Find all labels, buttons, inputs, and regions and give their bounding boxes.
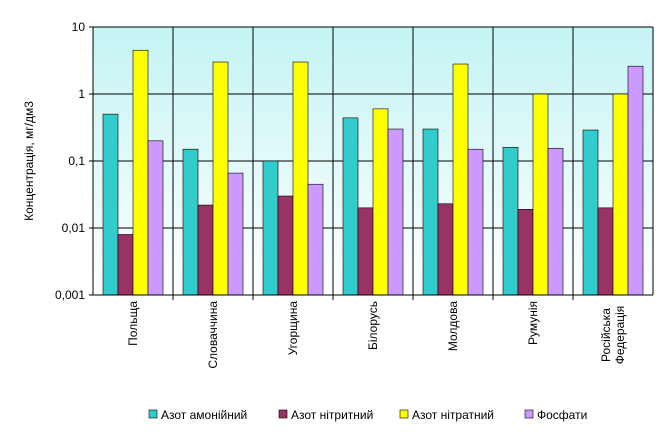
bar bbox=[227, 172, 244, 296]
bar bbox=[422, 128, 439, 296]
bar bbox=[277, 195, 294, 296]
bar bbox=[132, 49, 149, 296]
bar bbox=[102, 113, 119, 296]
bar bbox=[342, 117, 359, 296]
legend-label: Азот нітратний bbox=[412, 408, 494, 422]
bar bbox=[372, 108, 389, 296]
bar bbox=[357, 207, 374, 296]
bar bbox=[532, 93, 549, 296]
x-tick-label: РосійськаФедерація bbox=[599, 306, 627, 365]
bar bbox=[182, 148, 199, 296]
bar bbox=[117, 234, 134, 296]
y-axis-label: Концентрація, мг/дм3 bbox=[22, 101, 36, 221]
bar bbox=[292, 61, 309, 296]
bar bbox=[597, 207, 614, 296]
x-tick-label: Молдова bbox=[446, 301, 460, 351]
bar bbox=[612, 93, 629, 296]
bar bbox=[197, 204, 214, 296]
bar bbox=[547, 147, 564, 296]
bar bbox=[387, 128, 404, 296]
legend-swatch bbox=[524, 409, 534, 419]
legend-label: Азот нітритний bbox=[291, 408, 373, 422]
x-tick-label: Білорусь bbox=[366, 301, 380, 350]
legend-label: Азот амонійний bbox=[161, 408, 247, 422]
bar bbox=[212, 61, 229, 296]
legend-swatch bbox=[148, 409, 158, 419]
bar bbox=[307, 183, 324, 296]
bar bbox=[262, 160, 279, 296]
bar bbox=[627, 65, 644, 296]
x-tick-label: Польща bbox=[126, 301, 140, 346]
x-tick-label: Угорщина bbox=[286, 301, 300, 356]
legend-swatch bbox=[278, 409, 288, 419]
y-tick-label: 10 bbox=[72, 20, 86, 34]
legend-label: Фосфати bbox=[537, 408, 587, 422]
y-tick-label: 0,001 bbox=[55, 288, 85, 302]
bar bbox=[452, 63, 469, 296]
x-tick-label: Словаччина bbox=[206, 301, 220, 369]
bar bbox=[467, 148, 484, 296]
bar bbox=[517, 209, 534, 296]
y-tick-label: 0,1 bbox=[68, 154, 85, 168]
y-tick-label: 0,01 bbox=[62, 221, 86, 235]
x-tick-label: Румунія bbox=[526, 301, 540, 345]
bar bbox=[437, 203, 454, 296]
bar bbox=[582, 129, 599, 296]
bar bbox=[147, 140, 164, 296]
y-tick-label: 1 bbox=[78, 87, 85, 101]
bar bbox=[502, 147, 519, 296]
legend-swatch bbox=[399, 409, 409, 419]
